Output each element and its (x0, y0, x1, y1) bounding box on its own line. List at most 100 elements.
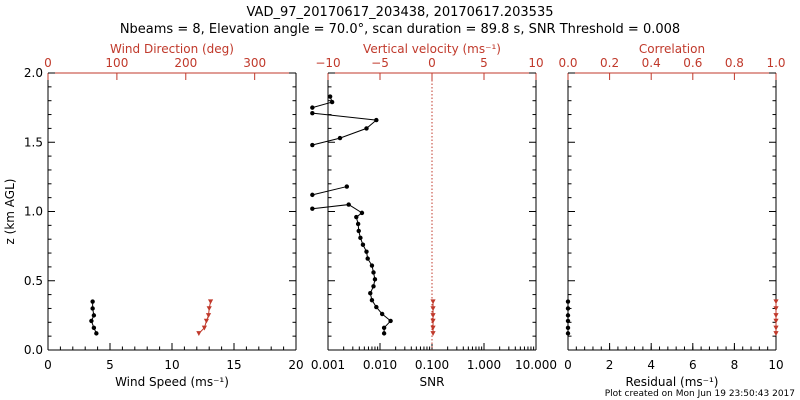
snr-vertical-velocity-marker (430, 299, 436, 305)
plot-created-note: Plot created on Mon Jun 19 23:50:43 2017 (605, 389, 795, 399)
residual-xtick-label-top: 0.0 (558, 56, 577, 70)
snr-snr-marker (310, 110, 315, 116)
figure-title: VAD_97_20170617_203438, 20170617.203535 (247, 5, 554, 20)
snr-snr-marker (364, 126, 369, 131)
wind-xtick-label-top: 200 (174, 56, 197, 70)
residual-xtick-label-bottom: 0 (564, 358, 572, 372)
residual-xtick-label-bottom: 10 (768, 358, 783, 372)
wind-xtick-label-top: 0 (44, 56, 52, 70)
snr-xtick-label-top: −5 (371, 56, 389, 70)
wind-xtick-label-top: 100 (105, 56, 128, 70)
residual-correlation-marker (773, 306, 779, 312)
wind-wind-direction-marker (201, 325, 207, 331)
wind-xtick-label-top: 300 (243, 56, 266, 70)
snr-snr-marker (369, 297, 375, 303)
residual-correlation-marker (773, 318, 779, 324)
residual-xlabel-top: Correlation (639, 42, 705, 56)
wind-xtick-label-bottom: 10 (164, 358, 179, 372)
residual-residual-marker (565, 313, 571, 318)
snr-snr-marker (354, 214, 359, 220)
figure-subtitle: Nbeams = 8, Elevation angle = 70.0°, sca… (120, 22, 680, 37)
snr-snr-marker (388, 318, 393, 324)
wind-xtick-label-bottom: 15 (226, 358, 241, 372)
snr-xtick-label-top: 10 (528, 56, 543, 70)
panel-residual: 0 2 4 6 8 10 0.0 0.2 0.4 0.6 0.8 1.0 Residual (ms⁻¹)… (558, 42, 785, 389)
snr-snr-marker (329, 99, 335, 105)
snr-vertical-velocity-marker (430, 306, 436, 312)
snr-xlabel-top: Vertical velocity (ms⁻¹) (363, 42, 501, 56)
snr-snr-marker (369, 263, 375, 268)
residual-residual-marker (565, 325, 571, 331)
snr-snr-marker (379, 311, 385, 317)
residual-xtick-label-top: 0.2 (600, 56, 619, 70)
snr-xlabel-bottom: SNR (420, 375, 445, 389)
residual-xtick-label-top: 0.4 (642, 56, 661, 70)
snr-xtick-label-bottom: 10.000 (515, 358, 557, 372)
snr-xtick-label-top: 5 (480, 56, 488, 70)
residual-residual-marker (565, 299, 571, 304)
snr-xtick-label-top: −10 (315, 56, 340, 70)
snr-snr-marker (310, 206, 315, 211)
residual-residual-marker (565, 318, 571, 324)
wind-wind-direction-marker (206, 306, 212, 312)
wind-ylabel: z (km AGL) (3, 179, 17, 245)
snr-vertical-velocity-marker (430, 331, 436, 336)
wind-ytick-label: 0.5 (24, 274, 43, 288)
snr-snr-marker (310, 105, 315, 110)
wind-wind-direction-marker (207, 299, 214, 305)
wind-xlabel-bottom: Wind Speed (ms⁻¹) (115, 375, 229, 389)
snr-snr-marker (337, 135, 343, 141)
snr-snr-marker (310, 142, 315, 148)
wind-wind-direction-marker (203, 318, 210, 324)
wind-wind-speed-marker (89, 318, 94, 324)
snr-snr-marker (310, 192, 315, 198)
wind-xtick-label-bottom: 0 (44, 358, 52, 372)
wind-wind-speed-marker (90, 306, 95, 311)
snr-snr-marker (346, 202, 351, 207)
snr-xtick-label-top: 0 (428, 56, 436, 70)
residual-xtick-label-bottom: 6 (689, 358, 697, 372)
snr-xtick-label-bottom: 0.010 (363, 358, 397, 372)
snr-vertical-velocity-marker (430, 313, 436, 318)
snr-snr-marker (365, 256, 370, 261)
snr-snr-marker (359, 210, 365, 216)
residual-xtick-label-bottom: 4 (647, 358, 655, 372)
wind-xlabel-top: Wind Direction (deg) (110, 42, 234, 56)
wind-ytick-label: 1.5 (24, 135, 43, 149)
snr-snr-marker (374, 117, 379, 123)
snr-snr-marker (344, 184, 350, 189)
snr-xtick-label-bottom: 1.000 (467, 358, 501, 372)
wind-wind-speed-marker (90, 299, 95, 304)
residual-xtick-label-bottom: 8 (731, 358, 739, 372)
wind-xtick-label-bottom: 20 (288, 358, 303, 372)
residual-xtick-label-top: 0.6 (683, 56, 702, 70)
snr-xtick-label-bottom: 0.001 (311, 358, 345, 372)
wind-wind-speed-marker (94, 331, 99, 336)
residual-correlation-marker (773, 325, 779, 331)
snr-snr-marker (364, 249, 369, 254)
wind-ytick-label: 1.0 (24, 205, 43, 219)
residual-correlation-marker (773, 331, 779, 336)
snr-snr-marker (327, 94, 333, 99)
residual-correlation-marker (773, 299, 779, 305)
snr-snr-marker (368, 291, 373, 296)
residual-residual-marker (565, 331, 571, 336)
snr-snr-marker (360, 242, 366, 247)
snr-snr-marker (358, 235, 363, 241)
snr-snr-line (312, 186, 347, 196)
snr-snr-marker (371, 270, 376, 275)
panel-snr: 0.001 0.010 0.100 1.000 10.000 −10 −5 0 5 10 SNR Ve… (310, 42, 557, 389)
snr-vertical-velocity-marker (430, 318, 436, 324)
snr-snr-marker (372, 277, 378, 282)
residual-xlabel-bottom: Residual (ms⁻¹) (626, 375, 719, 389)
wind-wind-speed-marker (91, 325, 97, 331)
wind-wind-direction-marker (196, 331, 202, 336)
snr-snr-marker (355, 221, 361, 227)
wind-wind-speed-marker (91, 313, 97, 318)
wind-ytick-label: 0.0 (24, 343, 43, 357)
snr-snr-marker (374, 304, 379, 310)
wind-xtick-label-bottom: 5 (106, 358, 114, 372)
